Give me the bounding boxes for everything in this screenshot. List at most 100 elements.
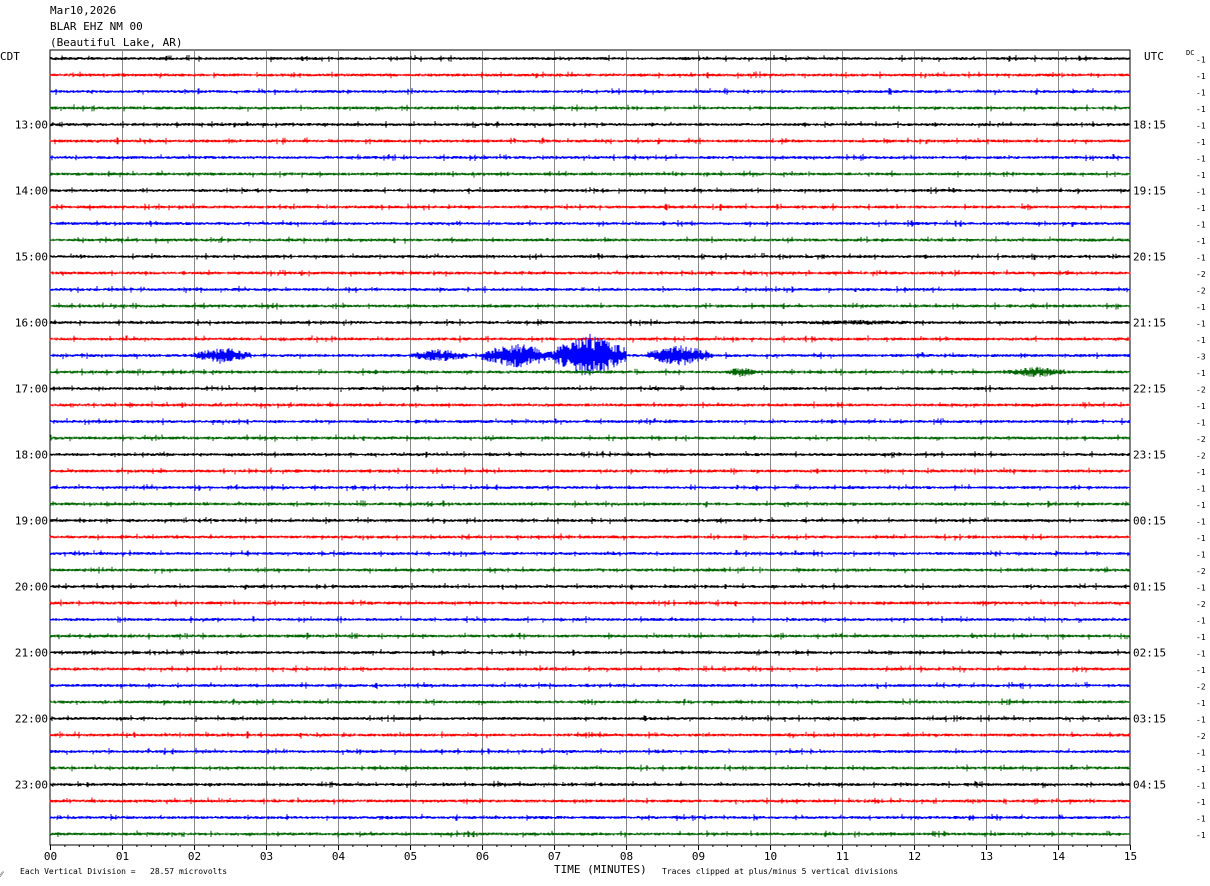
x-tick-label: 09 xyxy=(692,850,705,863)
x-tick-label: 00 xyxy=(44,850,57,863)
dc-offset-label: -1 xyxy=(1196,584,1206,593)
x-tick-label: 12 xyxy=(908,850,921,863)
trace-5 xyxy=(49,137,1131,145)
trace-17 xyxy=(49,335,1131,343)
dc-offset-label: -1 xyxy=(1196,501,1206,510)
dc-offset-label: -2 xyxy=(1196,683,1206,692)
dc-offset-label: -2 xyxy=(1196,452,1206,461)
dc-offset-label: -1 xyxy=(1196,633,1206,642)
x-tick-label: 10 xyxy=(764,850,777,863)
trace-35 xyxy=(49,632,1131,640)
dc-offset-label: -1 xyxy=(1196,320,1206,329)
dc-offset-label: -1 xyxy=(1196,666,1206,675)
trace-7 xyxy=(49,170,1131,178)
x-tick-label: 02 xyxy=(188,850,201,863)
trace-23 xyxy=(49,434,1131,442)
trace-47 xyxy=(49,830,1131,838)
dc-offset-label: -1 xyxy=(1196,155,1206,164)
cdt-hour-label: 14:00 xyxy=(15,185,48,198)
trace-2 xyxy=(49,87,1131,96)
dc-offset-label: -2 xyxy=(1196,600,1206,609)
utc-hour-label: 21:15 xyxy=(1133,317,1166,330)
trace-22 xyxy=(49,418,1131,426)
utc-zone-label: UTC xyxy=(1144,50,1164,63)
trace-18 xyxy=(49,333,1131,375)
date-label: Mar10,2026 xyxy=(50,4,117,17)
dc-offset-label: -1 xyxy=(1196,518,1206,527)
x-tick-label: 04 xyxy=(332,850,346,863)
dc-offset-label: -2 xyxy=(1196,567,1206,576)
x-tick-label: 06 xyxy=(476,850,489,863)
x-tick-label: 11 xyxy=(836,850,849,863)
dc-offset-label: -1 xyxy=(1196,402,1206,411)
trace-27 xyxy=(49,500,1131,508)
trace-39 xyxy=(49,698,1131,706)
utc-hour-label: 20:15 xyxy=(1133,251,1166,264)
corner-mark: ⁄⁄ xyxy=(0,870,3,879)
cdt-zone-label: CDT xyxy=(0,50,20,63)
dc-offset-label: -2 xyxy=(1196,386,1206,395)
dc-offset-label: -1 xyxy=(1196,831,1206,840)
dc-offset-label: -1 xyxy=(1196,336,1206,345)
trace-36 xyxy=(49,648,1131,656)
trace-37 xyxy=(49,665,1131,673)
dc-offset-label: -1 xyxy=(1196,237,1206,246)
trace-13 xyxy=(49,269,1131,277)
trace-44 xyxy=(49,780,1131,789)
x-tick-label: 07 xyxy=(548,850,561,863)
dc-offset-label: -2 xyxy=(1196,287,1206,296)
dc-offset-label: -3 xyxy=(1196,353,1206,362)
cdt-hour-label: 22:00 xyxy=(15,713,48,726)
dc-offset-label: -1 xyxy=(1196,617,1206,626)
dc-offset-label: -1 xyxy=(1196,303,1206,312)
trace-11 xyxy=(49,236,1131,244)
cdt-hour-label: 18:00 xyxy=(15,449,48,462)
trace-31 xyxy=(49,566,1131,574)
cdt-hour-label: 19:00 xyxy=(15,515,48,528)
trace-19 xyxy=(49,366,1131,377)
dc-offset-label: -1 xyxy=(1196,89,1206,98)
trace-10 xyxy=(49,219,1131,228)
cdt-hour-label: 23:00 xyxy=(15,779,48,792)
station-label: BLAR EHZ NM 00 xyxy=(50,20,143,33)
trace-29 xyxy=(49,533,1131,541)
trace-41 xyxy=(49,731,1131,739)
utc-hour-label: 19:15 xyxy=(1133,185,1166,198)
cdt-hour-label: 15:00 xyxy=(15,251,48,264)
trace-43 xyxy=(49,764,1131,772)
cdt-hour-label: 21:00 xyxy=(15,647,48,660)
dc-offset-label: -1 xyxy=(1196,369,1206,378)
dc-offset-label: -1 xyxy=(1196,171,1206,180)
trace-33 xyxy=(49,599,1131,607)
dc-offset-label: -1 xyxy=(1196,468,1206,477)
dc-offset-label: -2 xyxy=(1196,270,1206,279)
dc-offset-label: -1 xyxy=(1196,815,1206,824)
cdt-hour-label: 16:00 xyxy=(15,317,48,330)
dc-offset-label: -1 xyxy=(1196,485,1206,494)
cdt-hour-label: 20:00 xyxy=(15,581,48,594)
x-tick-label: 14 xyxy=(1052,850,1066,863)
trace-1 xyxy=(49,71,1131,79)
utc-hour-label: 22:15 xyxy=(1133,383,1166,396)
trace-46 xyxy=(49,813,1131,822)
trace-45 xyxy=(49,797,1131,805)
trace-26 xyxy=(49,483,1131,492)
dc-offset-label: -1 xyxy=(1196,716,1206,725)
utc-hour-label: 04:15 xyxy=(1133,779,1166,792)
dc-offset-label: -1 xyxy=(1196,221,1206,230)
dc-offset-label: -1 xyxy=(1196,749,1206,758)
dc-offset-label: -1 xyxy=(1196,204,1206,213)
dc-offset-label: -1 xyxy=(1196,72,1206,81)
cdt-hour-label: 13:00 xyxy=(15,119,48,132)
trace-8 xyxy=(49,186,1131,195)
location-label: (Beautiful Lake, AR) xyxy=(50,36,183,49)
cdt-hour-label: 17:00 xyxy=(15,383,48,396)
x-tick-label: 13 xyxy=(980,850,993,863)
x-axis-title: TIME (MINUTES) xyxy=(554,863,647,876)
utc-hour-label: 18:15 xyxy=(1133,119,1166,132)
trace-25 xyxy=(49,467,1131,475)
dc-offset-label: -2 xyxy=(1196,732,1206,741)
dc-offset-label: -2 xyxy=(1196,435,1206,444)
trace-24 xyxy=(49,450,1131,459)
trace-34 xyxy=(49,615,1131,624)
